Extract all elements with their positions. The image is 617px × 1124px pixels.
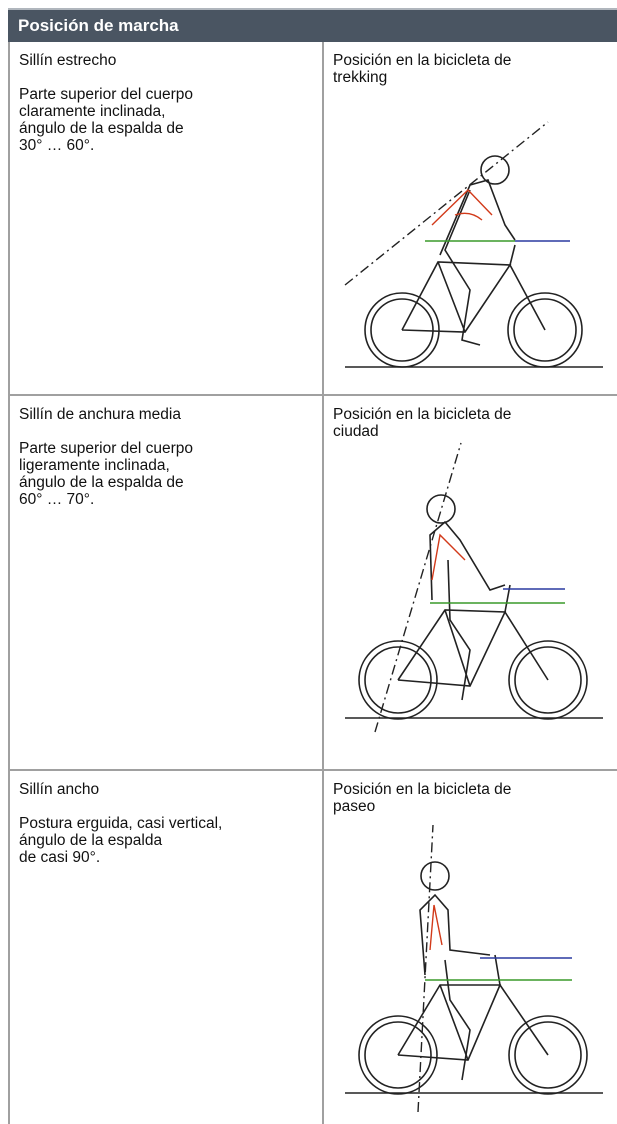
row-border (8, 394, 617, 396)
text-line: Parte superior del cuerpo (19, 86, 194, 103)
text-line: de casi 90°. (19, 849, 101, 866)
caption-line: trekking (333, 69, 388, 86)
text-line: 60° … 70°. (19, 491, 95, 508)
cell-title: Sillín de anchura media (19, 406, 181, 423)
text-line: ángulo de la espalda de (19, 474, 184, 491)
caption-line: Posición en la bicicleta de (333, 781, 512, 798)
cell-title: Sillín estrecho (19, 52, 117, 69)
cell-description: Parte superior del cuerpo claramente inc… (19, 86, 313, 154)
right-cell: Posición en la bicicleta de ciudad (322, 396, 617, 770)
caption-line: Posición en la bicicleta de (333, 406, 512, 423)
text-line: ángulo de la espalda de (19, 120, 184, 137)
caption-line: Posición en la bicicleta de (333, 52, 512, 69)
cell-title: Sillín ancho (19, 781, 100, 798)
caption-line: ciudad (333, 423, 379, 440)
row-border (8, 769, 617, 771)
text-line: Parte superior del cuerpo (19, 440, 194, 457)
table-header: Posición de marcha (8, 8, 617, 42)
cell-description: Postura erguida, casi vertical, ángulo d… (19, 815, 313, 866)
left-cell: Sillín de anchura media Parte superior d… (8, 396, 322, 770)
right-cell: Posición en la bicicleta de trekking (322, 42, 617, 395)
text-line: claramente inclinada, (19, 103, 166, 120)
right-cell: Posición en la bicicleta de paseo (322, 771, 617, 1124)
text-line: Postura erguida, casi vertical, (19, 815, 223, 832)
text-line: ángulo de la espalda (19, 832, 163, 849)
cell-description: Parte superior del cuerpo ligeramente in… (19, 440, 313, 508)
caption-line: paseo (333, 798, 376, 815)
text-line: ligeramente inclinada, (19, 457, 170, 474)
left-cell: Sillín ancho Postura erguida, casi verti… (8, 771, 322, 1124)
left-cell: Sillín estrecho Parte superior del cuerp… (8, 42, 322, 395)
text-line: 30° … 60°. (19, 137, 95, 154)
